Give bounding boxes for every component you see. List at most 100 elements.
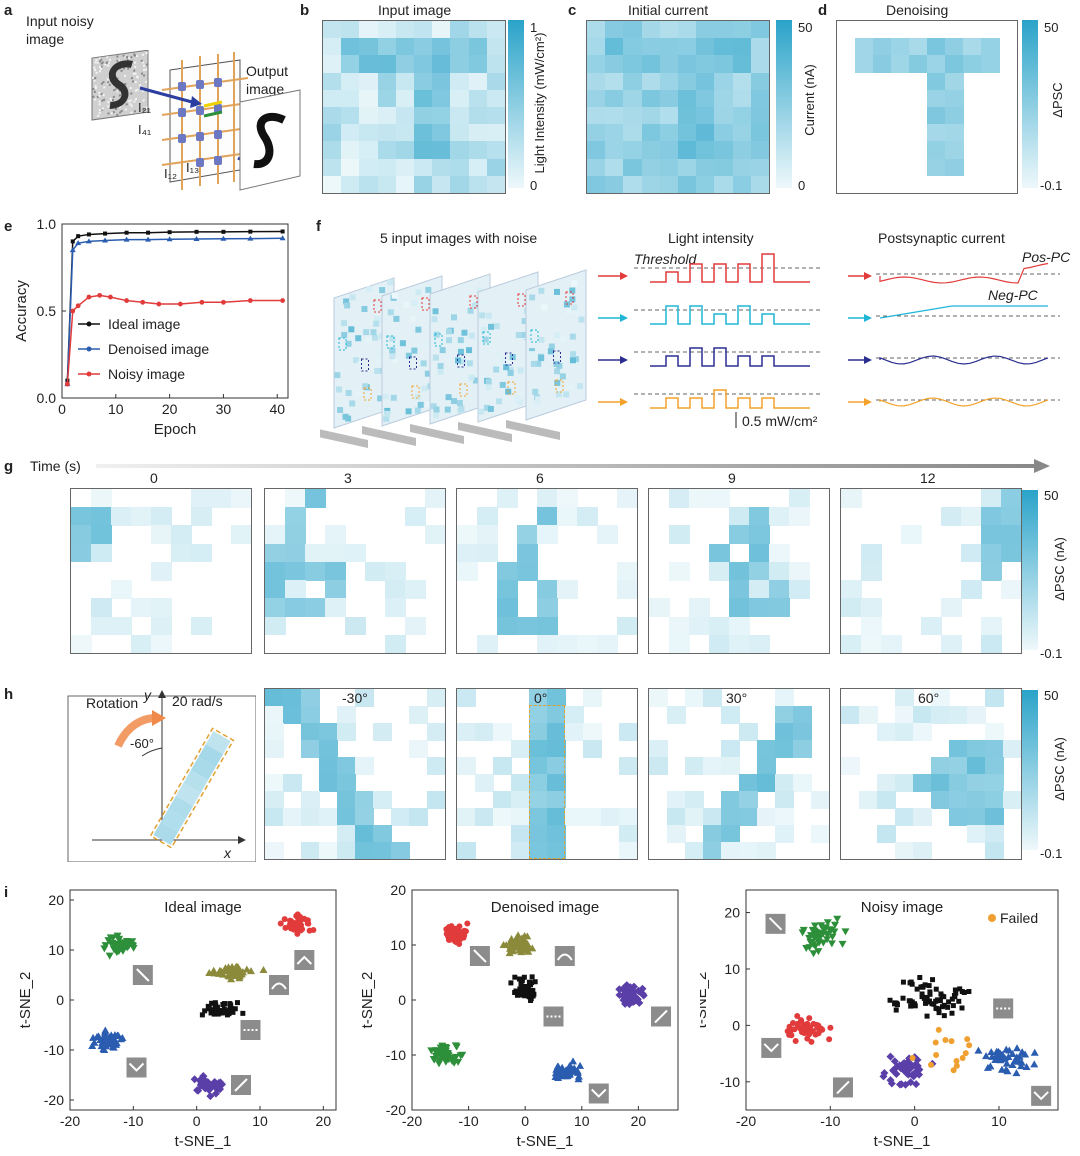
frame-pixel bbox=[569, 357, 576, 364]
heatmap-cell bbox=[468, 38, 488, 56]
scatter-point bbox=[906, 998, 912, 1004]
heatmap-cell bbox=[1003, 740, 1021, 758]
x-tick-label: -10 bbox=[820, 1113, 840, 1129]
heatmap-cell bbox=[669, 525, 690, 545]
heatmap-cell bbox=[450, 55, 470, 74]
heatmap-cell bbox=[323, 72, 342, 91]
frame-pixel bbox=[530, 360, 537, 367]
heatmap-cell bbox=[623, 107, 643, 125]
rotation-frame-heatmap bbox=[456, 688, 638, 860]
scatter-point bbox=[1030, 1048, 1039, 1056]
frame-pixel bbox=[341, 320, 348, 327]
noise-pixel bbox=[122, 67, 125, 70]
postsynaptic-current-trace bbox=[879, 397, 1049, 407]
heatmap-cell bbox=[775, 723, 794, 741]
data-point bbox=[75, 303, 81, 309]
scatter-point bbox=[798, 929, 807, 937]
heatmap-cell bbox=[395, 38, 415, 56]
input-image-heatmap bbox=[322, 20, 506, 194]
heatmap-cell bbox=[775, 791, 794, 809]
heatmap-cell bbox=[432, 21, 451, 39]
noise-pixel bbox=[127, 67, 130, 70]
heatmap-cell bbox=[493, 757, 512, 775]
heatmap-cell bbox=[283, 706, 302, 724]
scatter-point bbox=[812, 932, 821, 940]
noise-pixel bbox=[93, 66, 96, 69]
heatmap-cell bbox=[714, 158, 734, 177]
scatter-point bbox=[427, 1047, 436, 1055]
noise-pixel bbox=[98, 103, 101, 106]
rotation-frame-heatmap bbox=[840, 688, 1022, 860]
frame-pixel bbox=[433, 406, 440, 413]
heatmap-cell bbox=[895, 808, 914, 826]
heatmap-cell bbox=[359, 38, 379, 56]
heatmap-cell bbox=[714, 55, 734, 74]
heatmap-cell bbox=[909, 55, 928, 74]
heatmap-cell bbox=[841, 598, 862, 618]
heatmap-cell bbox=[432, 38, 451, 56]
scatter-point bbox=[452, 925, 459, 932]
heatmap-cell bbox=[377, 38, 397, 56]
scatter-point bbox=[295, 917, 302, 924]
noise-pixel bbox=[92, 87, 95, 91]
x-tick-label: 0 bbox=[58, 401, 66, 417]
frame-pixel bbox=[538, 336, 545, 343]
heatmap-cell bbox=[265, 842, 284, 859]
heatmap-cell bbox=[468, 21, 488, 39]
y-tick-label: -10 bbox=[386, 1047, 406, 1063]
noise-pixel bbox=[107, 81, 110, 84]
heatmap-cell bbox=[493, 808, 512, 826]
rotation-speed-label: 20 rad/s bbox=[172, 693, 223, 709]
heatmap-cell bbox=[967, 791, 986, 809]
heatmap-cell bbox=[547, 791, 566, 809]
data-point bbox=[221, 229, 226, 234]
frame-pixel bbox=[374, 367, 381, 374]
heatmap-cell bbox=[577, 507, 598, 526]
heatmap-cell bbox=[529, 740, 548, 758]
noise-pixel bbox=[145, 80, 148, 84]
heatmap-cell bbox=[714, 124, 734, 142]
frame-pixel bbox=[431, 316, 438, 323]
scatter-point bbox=[831, 921, 840, 929]
output-arrowhead bbox=[864, 356, 872, 364]
scatter-point bbox=[281, 916, 288, 923]
heatmap-cell bbox=[529, 825, 548, 843]
scatter-point bbox=[117, 1035, 126, 1043]
heatmap-cell bbox=[750, 72, 769, 91]
postsynaptic-current-trace bbox=[879, 262, 1049, 284]
heatmap-cell bbox=[1001, 489, 1021, 508]
scatter-point bbox=[957, 986, 963, 992]
heatmap-cell bbox=[477, 543, 498, 563]
heatmap-cell bbox=[927, 107, 946, 125]
frame-pixel bbox=[405, 408, 412, 415]
panel-b-cbar-min: 0 bbox=[530, 178, 538, 193]
rotated-bar-cell bbox=[153, 822, 179, 845]
scatter-point bbox=[101, 942, 110, 950]
scatter-point bbox=[826, 1036, 833, 1043]
scatter-point bbox=[528, 944, 537, 952]
heatmap-cell bbox=[537, 598, 558, 618]
legend-marker bbox=[86, 321, 92, 327]
noise-pixel bbox=[95, 86, 98, 90]
heatmap-cell bbox=[301, 791, 320, 809]
heatmap-cell bbox=[211, 489, 232, 508]
scatter-point bbox=[554, 1071, 563, 1079]
scatter-point bbox=[230, 1009, 236, 1015]
heatmap-cell bbox=[395, 21, 415, 39]
heatmap-cell bbox=[91, 489, 112, 508]
noise-pixel bbox=[134, 65, 137, 69]
scatter-point bbox=[933, 1051, 940, 1058]
noise-pixel bbox=[96, 61, 99, 64]
panel-label-h: h bbox=[4, 686, 14, 703]
scatter-point bbox=[1021, 1050, 1030, 1058]
frame-pixel bbox=[483, 404, 490, 411]
heatmap-cell bbox=[667, 791, 686, 809]
scatter-point bbox=[911, 1068, 920, 1077]
x-axis-label: t-SNE_1 bbox=[175, 1133, 232, 1150]
frame-pixel bbox=[345, 415, 352, 422]
frame-pixel bbox=[535, 360, 542, 367]
noise-pixel bbox=[108, 83, 111, 86]
heatmap-cell bbox=[285, 489, 306, 508]
input-arrowhead bbox=[620, 272, 628, 280]
scatter-point bbox=[921, 995, 927, 1001]
